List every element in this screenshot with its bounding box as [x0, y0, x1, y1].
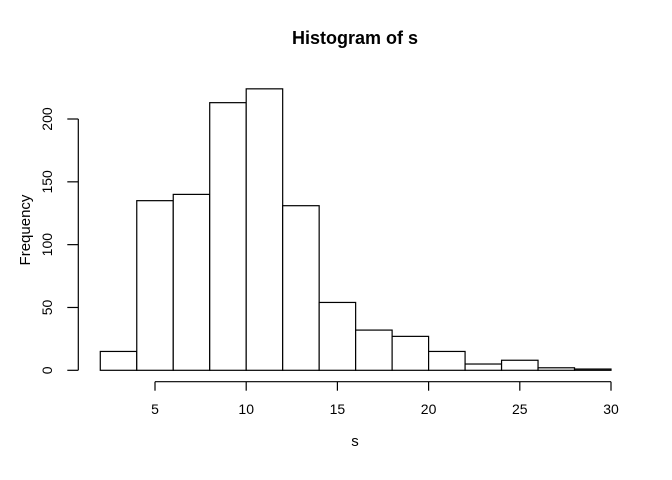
histogram-bar [391, 335, 430, 371]
histogram-bar [355, 329, 393, 371]
x-tick-label: 15 [330, 401, 346, 417]
y-tick-label: 0 [39, 366, 55, 374]
y-tick-label: 50 [39, 299, 55, 315]
histogram-bar [245, 88, 284, 371]
histogram-bar [464, 363, 503, 371]
histogram-bar [500, 359, 539, 371]
x-tick-label: 30 [603, 401, 619, 417]
histogram-bar [428, 350, 466, 371]
x-tick-label: 10 [238, 401, 254, 417]
histogram-bar [537, 367, 576, 371]
x-tick-label: 25 [512, 401, 528, 417]
y-tick-label: 200 [39, 107, 55, 131]
y-tick-label: 150 [39, 170, 55, 194]
x-tick-label: 5 [151, 401, 159, 417]
histogram-bar [99, 350, 138, 371]
x-axis-label: s [351, 433, 359, 450]
chart-title: Histogram of s [291, 28, 419, 48]
histogram-bar [172, 193, 211, 371]
histogram-bar [573, 368, 612, 371]
x-tick-label: 20 [421, 401, 437, 417]
y-tick-label: 100 [39, 233, 55, 257]
histogram-bar [209, 102, 247, 371]
histogram-bar [318, 301, 357, 371]
histogram-bar [282, 205, 320, 371]
histogram-bar [136, 200, 174, 371]
